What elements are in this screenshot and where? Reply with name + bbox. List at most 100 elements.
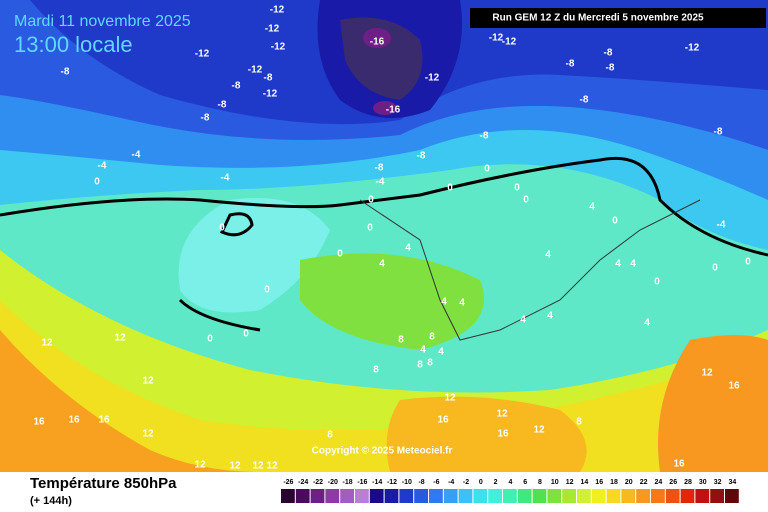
legend-swatch xyxy=(577,489,591,503)
legend-label: 2 xyxy=(494,479,498,486)
legend-label: 4 xyxy=(508,479,512,486)
isotherm-label: 0 xyxy=(523,195,529,206)
isotherm-label: 4 xyxy=(441,297,447,308)
isotherm-label: -12 xyxy=(489,33,504,44)
legend-label: 34 xyxy=(729,479,737,486)
isotherm-label: 0 xyxy=(207,334,213,345)
isotherm-label: 8 xyxy=(427,358,433,369)
legend-label: 0 xyxy=(479,479,483,486)
isotherm-label: 12 xyxy=(114,333,126,344)
legend-swatch xyxy=(725,489,739,503)
legend-swatch xyxy=(710,489,724,503)
isotherm-label: 4 xyxy=(405,243,411,254)
isotherm-label: 8 xyxy=(576,417,582,428)
legend-label: -20 xyxy=(328,479,338,486)
legend-swatch xyxy=(562,489,576,503)
legend-swatch xyxy=(369,489,384,503)
isotherm-label: 12 xyxy=(444,393,456,404)
legend-swatch xyxy=(517,489,532,503)
date: Mardi 11 novembre 2025 xyxy=(14,13,191,30)
map-background xyxy=(0,0,768,472)
isotherm-label: 16 xyxy=(673,459,685,470)
legend-swatch xyxy=(488,489,502,503)
legend-label: -10 xyxy=(402,479,412,486)
legend-label: 22 xyxy=(640,479,648,486)
copyright: Copyright © 2025 Meteociel.fr xyxy=(312,446,453,457)
isotherm-label: -4 xyxy=(132,150,141,161)
legend-label: -14 xyxy=(372,479,382,486)
isotherm-label: -12 xyxy=(685,43,700,54)
legend-swatch xyxy=(621,489,636,503)
isotherm-label: 16 xyxy=(437,415,449,426)
legend-swatch xyxy=(473,489,488,503)
isotherm-label: 0 xyxy=(94,177,100,188)
isotherm-label: 4 xyxy=(545,250,551,261)
isotherm-label: -8 xyxy=(606,63,615,74)
isotherm-label: -12 xyxy=(195,49,210,60)
forecast-hour: (+ 144h) xyxy=(30,495,72,507)
isotherm-label: -16 xyxy=(370,37,385,48)
legend-swatch xyxy=(651,489,665,503)
local-time: 13:00 locale xyxy=(14,32,133,57)
isotherm-label: 16 xyxy=(33,417,45,428)
isotherm-label: 0 xyxy=(612,216,618,227)
legend-swatch xyxy=(325,489,340,503)
isotherm-label: 8 xyxy=(429,332,435,343)
isotherm-label: -8 xyxy=(714,127,723,138)
isotherm-label: -8 xyxy=(480,131,489,142)
isotherm-label: -8 xyxy=(375,163,384,174)
isotherm-label: 0 xyxy=(712,263,718,274)
legend-label: 8 xyxy=(538,479,542,486)
legend-label: 32 xyxy=(714,479,722,486)
legend-label: -16 xyxy=(357,479,367,486)
run-info: Run GEM 12 Z du Mercredi 5 novembre 2025 xyxy=(492,13,704,24)
isotherm-label: 4 xyxy=(547,311,553,322)
legend-swatch xyxy=(665,489,680,503)
legend-swatch xyxy=(695,489,710,503)
isotherm-label: 4 xyxy=(520,315,526,326)
isotherm-label: -8 xyxy=(264,73,273,84)
isotherm-label: 4 xyxy=(438,347,444,358)
isotherm-label: 0 xyxy=(745,257,751,268)
legend-swatch xyxy=(503,489,517,503)
isotherm-label: 0 xyxy=(447,183,453,194)
legend-swatch xyxy=(547,489,562,503)
isotherm-label: 16 xyxy=(68,415,80,426)
isotherm-label: 12 xyxy=(229,461,241,472)
isotherm-label: 4 xyxy=(589,202,595,213)
legend-swatch xyxy=(384,489,399,503)
isotherm-label: -8 xyxy=(232,81,241,92)
isotherm-label: 0 xyxy=(654,277,660,288)
isotherm-label: -4 xyxy=(376,177,385,188)
isotherm-label: 4 xyxy=(630,259,636,270)
legend-label: 28 xyxy=(684,479,692,486)
run-box xyxy=(470,8,766,28)
isotherm-label: 0 xyxy=(514,183,520,194)
legend-swatch xyxy=(414,489,428,503)
isotherm-label: 12 xyxy=(496,409,508,420)
map-labels: -12-12-12-12-16 -12-12-8-8-8-12-8 -12-8-8-… xyxy=(33,5,751,472)
legend-label: -2 xyxy=(463,479,469,486)
isotherm-label: 16 xyxy=(728,381,740,392)
isotherm-label: -8 xyxy=(218,100,227,111)
isotherm-label: 8 xyxy=(417,360,423,371)
isotherm-label: -16 xyxy=(386,105,401,116)
isotherm-label: 0 xyxy=(337,249,343,260)
legend-swatch xyxy=(636,489,650,503)
legend-label: 20 xyxy=(625,479,633,486)
legend-swatch xyxy=(355,489,369,503)
legend-label: 6 xyxy=(523,479,527,486)
isotherm-label: 12 xyxy=(194,460,206,471)
isotherm-label: -8 xyxy=(417,151,426,162)
legend-swatch xyxy=(458,489,473,503)
legend-swatch xyxy=(281,489,295,503)
isotherm-label: -4 xyxy=(221,173,230,184)
isotherm-label: 12 xyxy=(41,338,53,349)
isotherm-label: -4 xyxy=(717,220,726,231)
legend-label: -6 xyxy=(433,479,439,486)
isotherm-label: 8 xyxy=(327,430,333,441)
legend-label: 10 xyxy=(551,479,559,486)
isotherm-label: 8 xyxy=(373,365,379,376)
legend-label: -26 xyxy=(283,479,293,486)
isotherm-label: 16 xyxy=(98,415,110,426)
